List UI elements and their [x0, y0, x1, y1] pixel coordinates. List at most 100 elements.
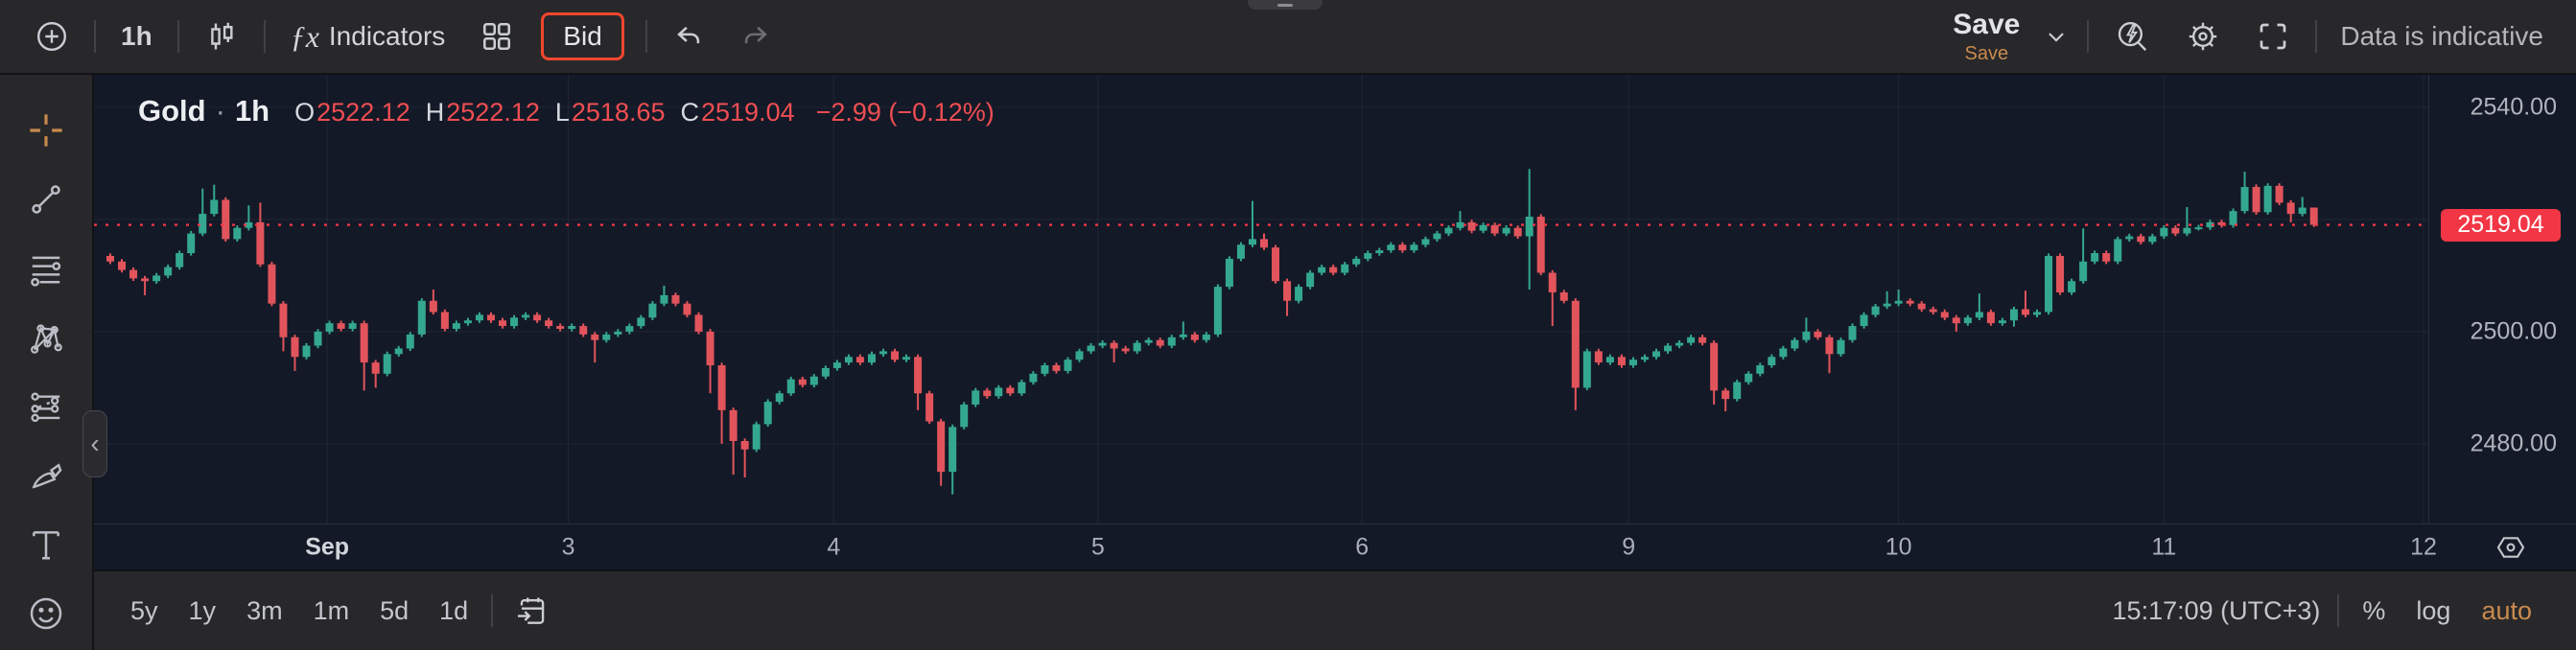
toolbar-separator — [2315, 20, 2318, 53]
legend-interval: 1h — [234, 94, 270, 128]
trend-line-icon — [32, 184, 60, 214]
change-value: −2.99 (−0.12%) — [815, 98, 995, 127]
period-buttons-group: 5y 1y 3m 1m 5d 1d — [94, 589, 483, 634]
price-axis[interactable]: 2540.00 2500.00 2480.00 2519.04 — [2428, 75, 2576, 523]
toolbar-separator — [2337, 594, 2340, 627]
price-tick-label: 2540.00 — [2470, 93, 2557, 121]
toolbar-separator — [491, 594, 494, 627]
high-value: 2522.12 — [446, 98, 540, 127]
save-sublabel: Save — [1964, 42, 2009, 64]
chart-legend: Gold · 1h O 2522.12 H 2522.12 L 2518.65 … — [138, 94, 995, 128]
last-price-badge: 2519.04 — [2441, 208, 2561, 242]
toolbar-separator — [263, 20, 266, 53]
period-button-1y[interactable]: 1y — [188, 595, 217, 625]
settings-button[interactable] — [2167, 10, 2238, 63]
text-tool-button[interactable] — [13, 512, 79, 576]
fx-icon: ƒx — [290, 18, 319, 54]
fullscreen-button[interactable] — [2238, 10, 2307, 63]
redo-button[interactable] — [722, 10, 789, 63]
time-axis-label: 9 — [1622, 533, 1636, 560]
time-axis-label: 12 — [2410, 533, 2437, 560]
save-menu-chevron[interactable] — [2033, 10, 2079, 63]
toolbar-separator — [644, 20, 647, 53]
log-scale-button[interactable]: log — [2416, 595, 2451, 625]
indicators-button[interactable]: ƒx Indicators — [273, 10, 463, 63]
trend-line-tool-button[interactable] — [13, 167, 79, 231]
time-axis-label: Sep — [305, 533, 350, 560]
period-button-1m[interactable]: 1m — [313, 595, 350, 625]
time-axis-label: 6 — [1355, 533, 1370, 560]
toolbar-collapse-handle[interactable] — [1248, 0, 1323, 10]
legend-separator: · — [215, 94, 225, 128]
period-button-5y[interactable]: 5y — [130, 595, 158, 625]
xabcd-pattern-icon — [31, 323, 62, 354]
sidebar-collapse-handle[interactable]: ‹ — [82, 410, 107, 477]
price-tick-label: 2480.00 — [2470, 429, 2557, 457]
candlestick-chart — [94, 75, 2428, 523]
flash-search-icon — [2119, 22, 2147, 52]
low-value: 2518.65 — [571, 98, 666, 127]
xabcd-pattern-tool-button[interactable] — [13, 305, 79, 369]
toolbar-separator — [176, 20, 179, 53]
text-tool-icon — [33, 530, 59, 560]
forecast-tool-button[interactable] — [13, 374, 79, 438]
save-button[interactable]: Save Save — [1953, 10, 2020, 64]
top-toolbar-right-group: Save Save — [1953, 10, 2576, 63]
auto-scale-button[interactable]: auto — [2481, 595, 2532, 625]
indicators-label: Indicators — [328, 21, 446, 51]
time-axis-label: 10 — [1885, 533, 1912, 560]
toolbar-separator — [2087, 20, 2090, 53]
clock-timezone-button[interactable]: 15:17:09 (UTC+3) — [2112, 595, 2321, 625]
period-button-3m[interactable]: 3m — [246, 595, 283, 625]
open-value: 2522.12 — [316, 98, 410, 127]
chart-pane[interactable]: Gold · 1h O 2522.12 H 2522.12 L 2518.65 … — [94, 75, 2428, 523]
close-value: 2519.04 — [701, 98, 795, 127]
undo-icon — [676, 26, 699, 44]
fib-retracement-icon — [31, 256, 61, 287]
layout-grid-button[interactable] — [462, 10, 531, 63]
period-button-5d[interactable]: 5d — [380, 595, 410, 625]
emoji-icon — [30, 597, 62, 629]
add-symbol-button[interactable] — [17, 10, 86, 63]
emoji-tool-button[interactable] — [13, 581, 79, 645]
period-button-1d[interactable]: 1d — [439, 595, 469, 625]
percent-scale-button[interactable]: % — [2362, 595, 2386, 625]
high-label: H — [425, 98, 445, 127]
time-axis-label: 3 — [561, 533, 575, 560]
go-to-date-button[interactable] — [501, 584, 564, 638]
chart-style-button[interactable] — [187, 10, 256, 63]
undo-button[interactable] — [655, 10, 722, 63]
top-toolbar: 1h ƒx Indicators Bid — [0, 0, 2576, 75]
time-axis-label: 4 — [827, 533, 841, 560]
toolbar-separator — [94, 20, 96, 53]
quick-search-button[interactable] — [2096, 10, 2167, 63]
close-label: C — [680, 98, 700, 127]
bottom-toolbar-right-group: 15:17:09 (UTC+3) % log auto — [2103, 589, 2576, 634]
chevron-left-icon: ‹ — [90, 429, 100, 458]
time-axis-settings-button[interactable] — [2492, 528, 2530, 567]
data-indicative-status: Data is indicative — [2340, 21, 2543, 51]
grid-layout-icon — [483, 22, 511, 51]
time-axis-label: 5 — [1090, 533, 1105, 560]
interval-button[interactable]: 1h — [121, 21, 152, 51]
bottom-toolbar: 5y 1y 3m 1m 5d 1d 15:17:09 (UTC+3) % log auto — [94, 569, 2576, 650]
bid-toggle-button[interactable]: Bid — [541, 12, 624, 60]
time-axis[interactable]: Sep 3 4 5 6 9 10 11 12 — [94, 523, 2576, 569]
drawing-tools-sidebar — [0, 75, 94, 650]
fib-retracement-tool-button[interactable] — [13, 236, 79, 300]
time-axis-label: 11 — [2151, 533, 2177, 560]
redo-icon — [744, 26, 767, 44]
calendar-goto-icon — [518, 597, 545, 624]
brush-tool-button[interactable] — [13, 443, 79, 507]
plus-circle-icon — [37, 22, 66, 51]
gear-icon — [2190, 22, 2217, 51]
crosshair-tool-button[interactable] — [13, 98, 79, 162]
top-toolbar-left-group: 1h ƒx Indicators Bid — [0, 10, 789, 63]
hexagon-settings-icon — [2496, 536, 2525, 558]
symbol-name: Gold — [138, 94, 206, 128]
price-tick-label: 2500.00 — [2470, 317, 2557, 345]
forecast-icon — [31, 392, 60, 422]
crosshair-icon — [30, 113, 62, 147]
chevron-down-icon — [2049, 33, 2065, 42]
